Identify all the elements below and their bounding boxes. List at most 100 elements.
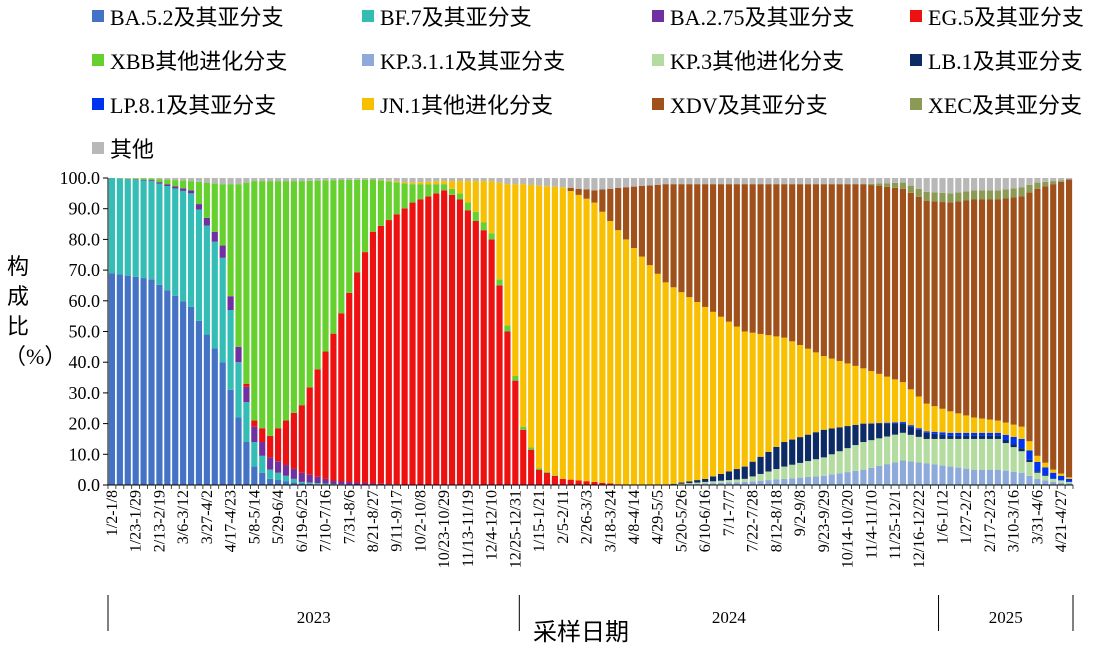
bar-segment bbox=[891, 422, 899, 424]
bar-segment bbox=[702, 478, 709, 482]
bar-segment bbox=[409, 202, 416, 485]
bar-segment bbox=[923, 403, 930, 432]
bar-segment bbox=[496, 285, 503, 485]
bar-segment bbox=[1002, 434, 1009, 440]
bar-segment bbox=[338, 180, 345, 314]
x-tick-label: 3/10-3/16 bbox=[1006, 490, 1023, 552]
bar-segment bbox=[282, 481, 290, 485]
bar-segment bbox=[274, 181, 282, 429]
bar-segment bbox=[211, 231, 218, 242]
bar-segment bbox=[939, 192, 946, 203]
bar-segment bbox=[725, 184, 733, 322]
bar-segment bbox=[1058, 180, 1065, 182]
bar-segment bbox=[646, 178, 653, 186]
bar-segment bbox=[401, 181, 408, 184]
x-tick-label: 10/23-10/29 bbox=[436, 490, 453, 568]
bar-segment bbox=[733, 469, 740, 480]
bar-segment bbox=[710, 483, 717, 485]
bar-segment bbox=[804, 434, 812, 462]
legend-swatch bbox=[362, 54, 374, 66]
bar-segment bbox=[282, 178, 290, 182]
bar-segment bbox=[298, 472, 305, 482]
bar-segment bbox=[963, 200, 970, 416]
bar-segment bbox=[876, 423, 883, 439]
bar-segment bbox=[385, 220, 392, 485]
y-tick-label: 0.0 bbox=[78, 475, 101, 495]
bar-segment bbox=[575, 480, 582, 485]
bar-segment bbox=[1026, 461, 1033, 476]
y-tick-label: 20.0 bbox=[69, 414, 101, 434]
y-tick-label: 50.0 bbox=[69, 322, 101, 342]
bar-segment bbox=[417, 182, 424, 185]
x-tick-label: 4/17-4/23 bbox=[223, 490, 240, 552]
bar-segment bbox=[694, 184, 701, 303]
bar-segment bbox=[369, 178, 377, 180]
bar-segment bbox=[195, 320, 203, 485]
bar-segment bbox=[1042, 475, 1049, 476]
legend-swatch bbox=[92, 54, 104, 66]
bar-segment bbox=[662, 178, 669, 185]
bar-segment bbox=[670, 483, 677, 485]
bar-segment bbox=[441, 181, 448, 185]
bar-segment bbox=[733, 479, 740, 483]
bar-segment bbox=[290, 482, 297, 485]
bar-segment bbox=[211, 348, 218, 485]
bar-segment bbox=[947, 466, 954, 485]
x-tick-label: 12/16-12/22 bbox=[911, 490, 928, 568]
bar-segment bbox=[986, 469, 994, 485]
bar-segment bbox=[314, 178, 321, 181]
bar-segment bbox=[124, 275, 131, 485]
bar-segment bbox=[243, 383, 250, 387]
bar-segment bbox=[884, 422, 891, 424]
bar-segment bbox=[702, 178, 709, 185]
bar-segment bbox=[417, 178, 424, 183]
bar-segment bbox=[219, 362, 226, 485]
legend-label: XDV及其亚分支 bbox=[670, 93, 828, 118]
bar-segment bbox=[227, 389, 234, 485]
bar-segment bbox=[852, 365, 859, 425]
bar-segment bbox=[907, 461, 914, 485]
bar-segment bbox=[496, 279, 503, 286]
bar-segment bbox=[1042, 480, 1049, 485]
bar-segment bbox=[978, 432, 986, 436]
bar-segment bbox=[686, 184, 693, 298]
legend-swatch bbox=[910, 98, 922, 110]
bar-segment bbox=[180, 301, 187, 485]
bar-segment bbox=[140, 278, 147, 485]
bar-segment bbox=[623, 239, 630, 485]
x-tick-label: 5/8-5/14 bbox=[246, 490, 263, 544]
bar-segment bbox=[496, 178, 503, 183]
bar-segment bbox=[931, 464, 938, 485]
bar-segment bbox=[1026, 192, 1033, 442]
bar-segment bbox=[591, 190, 598, 203]
bar-segment bbox=[172, 186, 179, 189]
bar-segment bbox=[211, 183, 218, 232]
bar-segment bbox=[551, 475, 558, 485]
bar-segment bbox=[251, 181, 258, 421]
bar-segment bbox=[180, 188, 187, 191]
bar-segment bbox=[567, 191, 574, 480]
bar-segment bbox=[306, 178, 313, 181]
bar-segment bbox=[884, 376, 891, 423]
bar-segment bbox=[354, 272, 361, 483]
bar-segment bbox=[267, 435, 274, 458]
bar-segment bbox=[646, 265, 653, 485]
bar-segment bbox=[947, 202, 954, 412]
bar-segment bbox=[575, 178, 582, 189]
bar-segment bbox=[978, 435, 986, 439]
x-tick-label: 8/21-8/27 bbox=[365, 490, 382, 552]
bar-segment bbox=[1010, 424, 1017, 437]
legend-item: BF.7及其亚分支 bbox=[362, 3, 532, 30]
bar-segment bbox=[282, 181, 290, 421]
legend-item: KP.3.1.1及其亚分支 bbox=[362, 47, 565, 74]
bar-segment bbox=[915, 428, 922, 430]
x-tick-label: 1/6-1/12 bbox=[935, 490, 952, 544]
bar-segment bbox=[899, 423, 907, 433]
bar-segment bbox=[1034, 478, 1041, 485]
bar-segment bbox=[393, 182, 400, 215]
bar-segment bbox=[876, 183, 883, 186]
bar-segment bbox=[812, 476, 820, 485]
bar-segment bbox=[433, 178, 440, 182]
bar-segment bbox=[235, 178, 242, 185]
bar-segment bbox=[1026, 441, 1033, 451]
